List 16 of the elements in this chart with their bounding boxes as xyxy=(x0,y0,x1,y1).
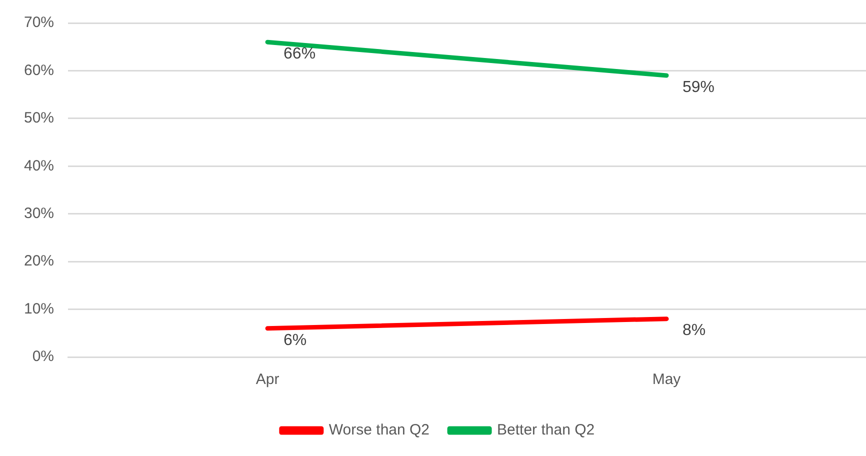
data-label: 6% xyxy=(284,332,307,349)
y-tick-label: 0% xyxy=(32,348,54,366)
data-label: 66% xyxy=(284,45,316,62)
y-tick-label: 60% xyxy=(24,62,54,79)
x-tick-label: Apr xyxy=(256,371,280,388)
y-tick-label: 20% xyxy=(24,252,54,270)
data-label: 59% xyxy=(682,78,715,96)
y-tick-label: 40% xyxy=(24,157,54,174)
data-label: 8% xyxy=(682,322,706,340)
y-tick-label: 10% xyxy=(24,300,54,318)
x-tick-label: May xyxy=(652,371,682,388)
y-tick-label: 30% xyxy=(24,205,54,222)
y-tick-label: 70% xyxy=(24,14,54,32)
legend-label: Better than Q2 xyxy=(497,422,595,439)
legend-label: Worse than Q2 xyxy=(328,422,430,439)
y-tick-label: 50% xyxy=(24,110,54,127)
